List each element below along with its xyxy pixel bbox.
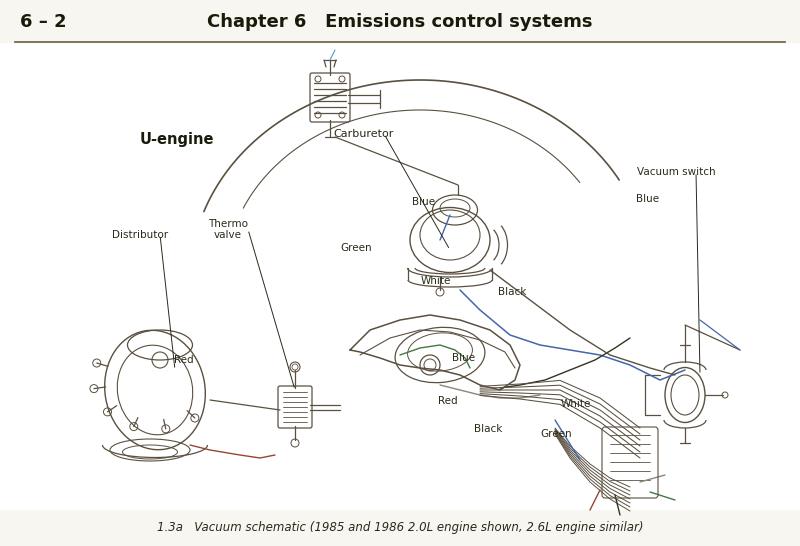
Text: 6 – 2: 6 – 2 bbox=[20, 13, 66, 31]
Text: 1.3a   Vacuum schematic (1985 and 1986 2.0L engine shown, 2.6L engine similar): 1.3a Vacuum schematic (1985 and 1986 2.0… bbox=[157, 520, 643, 533]
Text: Black: Black bbox=[474, 424, 502, 434]
Text: U-engine: U-engine bbox=[140, 132, 214, 147]
Text: Blue: Blue bbox=[413, 197, 435, 207]
Text: White: White bbox=[421, 276, 451, 286]
Text: Vacuum switch: Vacuum switch bbox=[637, 167, 715, 177]
Text: Carburetor: Carburetor bbox=[334, 129, 394, 139]
Text: Blue: Blue bbox=[637, 194, 659, 204]
Text: Red: Red bbox=[174, 355, 194, 365]
Text: Red: Red bbox=[438, 396, 458, 406]
Bar bbox=[0, 510, 800, 546]
Text: Green: Green bbox=[540, 429, 572, 439]
Text: Blue: Blue bbox=[453, 353, 475, 363]
Text: Black: Black bbox=[498, 287, 526, 297]
Text: Thermo
valve: Thermo valve bbox=[208, 218, 248, 240]
Text: Distributor: Distributor bbox=[112, 230, 168, 240]
Text: Chapter 6   Emissions control systems: Chapter 6 Emissions control systems bbox=[207, 13, 593, 31]
Text: Green: Green bbox=[340, 244, 372, 253]
Bar bbox=[0, 0, 800, 42]
Text: White: White bbox=[561, 399, 591, 409]
